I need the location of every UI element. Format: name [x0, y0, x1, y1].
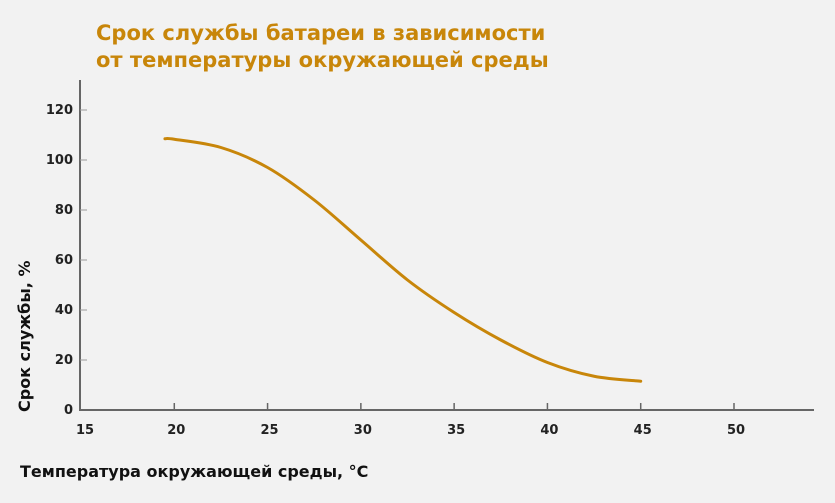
series-line: [163, 136, 643, 383]
x-tick-label: 35: [447, 423, 465, 438]
x-tick-label: 20: [167, 423, 185, 438]
x-axis-label: Температура окружающей среды, °C: [20, 462, 369, 481]
x-tick-label: 15: [76, 423, 94, 438]
x-tick-label: 45: [634, 423, 652, 438]
y-tick-label: 60: [55, 253, 73, 268]
y-tick-label: 120: [46, 103, 73, 118]
x-tick-label: 40: [540, 423, 558, 438]
y-tick-label: 80: [55, 203, 73, 218]
y-axis-label: Срок службы, %: [15, 261, 34, 413]
y-tick-label: 40: [55, 303, 73, 318]
y-tick-label: 20: [55, 353, 73, 368]
y-tick-label: 100: [46, 153, 73, 168]
x-tick-label: 25: [261, 423, 279, 438]
y-tick-label: 0: [64, 403, 73, 418]
chart-title: Срок службы батареи в зависимости от тем…: [96, 21, 549, 72]
x-tick-label: 50: [727, 423, 745, 438]
x-tick-label: 30: [354, 423, 372, 438]
